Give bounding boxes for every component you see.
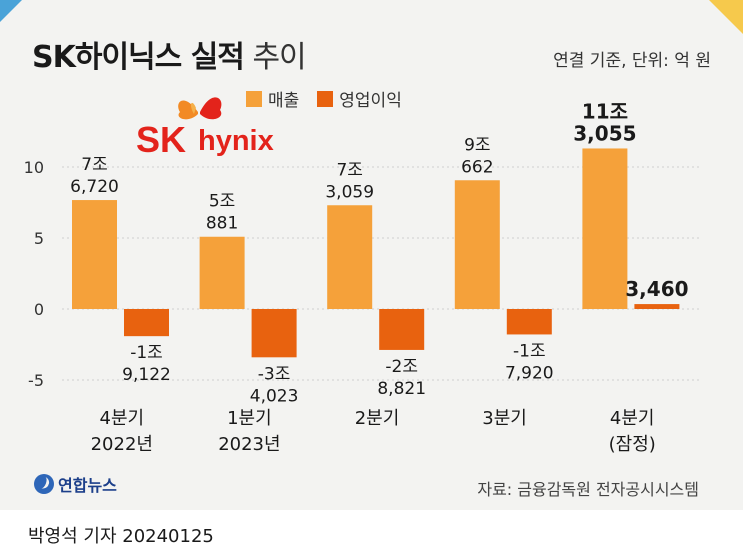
- revenue-data-label: 9조: [464, 135, 490, 155]
- revenue-bar: [199, 236, 245, 309]
- bar-chart: 1050-57조6,720-1조9,1224분기2022년5조881-3조4,0…: [24, 99, 700, 455]
- y-tick-label: 5: [34, 229, 44, 248]
- corner-decoration-left: [0, 0, 22, 22]
- legend-swatch-revenue: [246, 90, 262, 107]
- y-tick-label: -5: [28, 371, 44, 390]
- agency-logo: 연합뉴스: [34, 472, 117, 496]
- y-tick-label: 0: [34, 300, 44, 319]
- operating-profit-bar: [251, 309, 297, 358]
- revenue-data-label: 7조: [81, 155, 107, 175]
- sk-hynix-logo: SK hynix: [136, 97, 274, 160]
- byline: 박영석 기자 20240125: [28, 526, 214, 547]
- revenue-data-label: 3,059: [325, 182, 374, 202]
- revenue-bar: [72, 200, 117, 309]
- legend-label-revenue: 매출: [268, 91, 300, 111]
- revenue-data-label: 881: [206, 214, 238, 234]
- logo-letters: SK: [136, 119, 186, 160]
- x-tick-label-line2: 2022년: [91, 434, 153, 455]
- operating-profit-data-label: -3조: [258, 364, 291, 384]
- revenue-data-label: 11조: [582, 99, 628, 123]
- operating-profit-data-label: -1조: [130, 343, 163, 363]
- title-main: SK하이닉스 실적: [32, 40, 245, 75]
- revenue-data-label: 3,055: [573, 121, 636, 145]
- x-tick-label-line2: 2023년: [218, 434, 280, 455]
- revenue-data-label: 5조: [209, 192, 235, 212]
- legend-swatch-operating-profit: [317, 90, 334, 107]
- x-tick-label: 2분기: [355, 408, 400, 429]
- x-tick-label: 4분기: [610, 408, 655, 429]
- chart-title: SK하이닉스 실적 추이: [32, 32, 307, 76]
- unit-note: 연결 기준, 단위: 억 원: [553, 51, 711, 71]
- x-tick-label-line2: (잠정): [609, 434, 656, 455]
- agency-name: 연합뉴스: [58, 476, 117, 495]
- legend-item-operating-profit: 영업이익: [317, 86, 402, 111]
- operating-profit-bar: [634, 304, 680, 309]
- legend-label-operating-profit: 영업이익: [339, 91, 402, 111]
- operating-profit-data-label: 4,023: [250, 386, 299, 406]
- operating-profit-data-label: 9,122: [122, 365, 171, 385]
- title-sub: 추이: [252, 40, 306, 75]
- x-tick-label: 1분기: [227, 408, 272, 429]
- operating-profit-bar: [506, 309, 552, 335]
- revenue-data-label: 6,720: [70, 177, 119, 197]
- y-tick-label: 10: [24, 158, 44, 177]
- logo-word: hynix: [198, 125, 274, 157]
- x-tick-label: 4분기: [100, 408, 145, 429]
- revenue-bar: [327, 205, 373, 309]
- operating-profit-data-label: -2조: [385, 357, 418, 377]
- operating-profit-bar: [124, 309, 169, 337]
- chart-card: SK하이닉스 실적 추이 연결 기준, 단위: 억 원 매출 영업이익 SK h…: [0, 0, 743, 510]
- legend-item-revenue: 매출: [246, 86, 299, 111]
- corner-decoration-right: [709, 0, 743, 34]
- revenue-data-label: 7조: [336, 160, 362, 180]
- operating-profit-data-label: 7,920: [505, 363, 554, 383]
- revenue-bar: [454, 180, 500, 309]
- operating-profit-data-label: 3,460: [625, 277, 688, 301]
- x-tick-label: 3분기: [482, 408, 527, 429]
- legend: 매출 영업이익: [246, 86, 420, 111]
- revenue-data-label: 662: [461, 157, 493, 177]
- operating-profit-bar: [379, 309, 425, 350]
- revenue-bar: [582, 148, 628, 309]
- butterfly-icon: [178, 97, 222, 120]
- source-note: 자료: 금융감독원 전자공시시스템: [477, 480, 699, 499]
- operating-profit-data-label: -1조: [513, 341, 546, 361]
- operating-profit-data-label: 8,821: [377, 379, 426, 399]
- agency-mark-icon: [34, 474, 54, 494]
